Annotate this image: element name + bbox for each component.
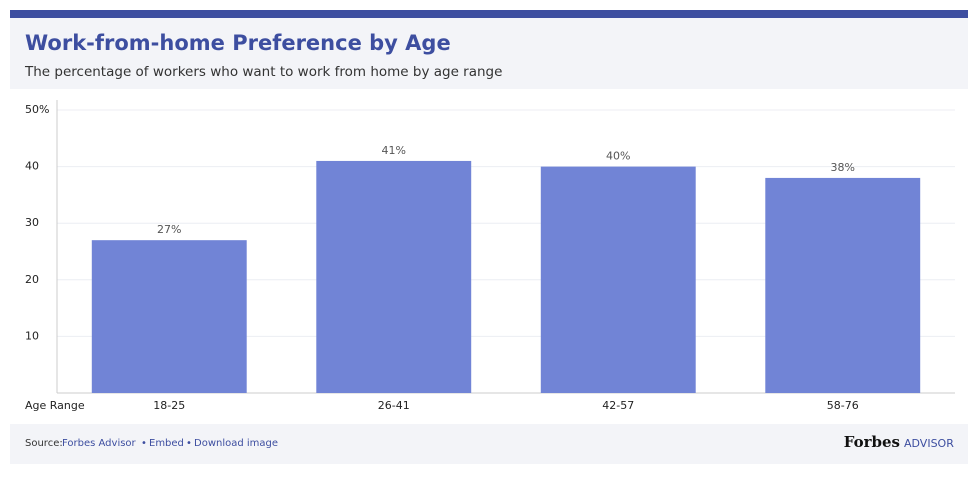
y-tick-label: 50%	[25, 103, 49, 116]
bar	[316, 160, 472, 393]
y-tick-label: 30	[25, 216, 39, 229]
x-axis-label: Age Range	[25, 399, 85, 412]
value-label: 38%	[831, 161, 855, 174]
source-link[interactable]: Forbes Advisor	[62, 438, 137, 449]
value-label: 27%	[157, 223, 181, 236]
x-tick-label: 18-25	[153, 399, 185, 412]
x-tick-label: 42-57	[602, 399, 634, 412]
separator: •	[186, 438, 192, 449]
bar	[540, 166, 696, 393]
header-bg	[10, 18, 968, 89]
footer-bg	[10, 424, 968, 464]
download-link[interactable]: Download image	[194, 438, 278, 449]
value-label: 40%	[606, 150, 630, 163]
bar	[91, 240, 247, 393]
separator: •	[141, 438, 147, 449]
x-tick-label: 26-41	[378, 399, 410, 412]
brand: Forbes	[844, 433, 900, 451]
embed-link[interactable]: Embed	[149, 438, 184, 449]
chart-subtitle: The percentage of workers who want to wo…	[24, 64, 502, 80]
value-label: 41%	[382, 144, 406, 157]
y-tick-label: 40	[25, 160, 39, 173]
brand-suffix: ADVISOR	[904, 437, 954, 450]
source-label: Source:	[25, 438, 63, 449]
y-tick-label: 20	[25, 273, 39, 286]
top-bar	[10, 10, 968, 18]
y-tick-label: 10	[25, 329, 39, 342]
bar	[765, 177, 921, 393]
x-tick-label: 58-76	[827, 399, 859, 412]
chart-title: Work-from-home Preference by Age	[25, 31, 451, 55]
